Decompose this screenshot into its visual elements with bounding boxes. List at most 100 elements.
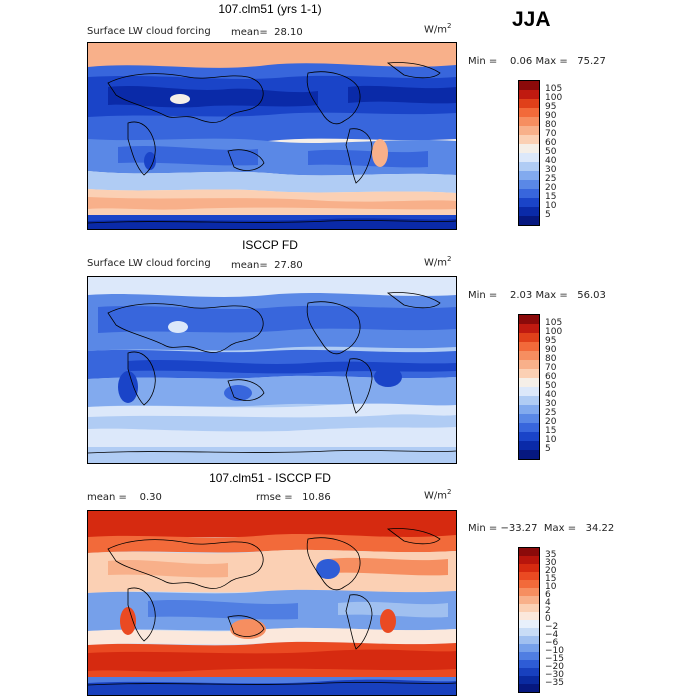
colorbar-swatch xyxy=(519,636,539,645)
colorbar-swatch xyxy=(519,180,539,190)
colorbar-tick-label: 15 xyxy=(545,426,557,436)
colorbar-swatch xyxy=(519,644,539,653)
colorbar-tick-label: 100 xyxy=(545,327,563,337)
colorbar-swatch xyxy=(519,90,539,100)
colorbar-tick-label: −6 xyxy=(545,638,559,648)
panel-2-map-svg xyxy=(88,277,456,463)
panel-3-minmax: Min = −33.27 Max = 34.22 xyxy=(468,523,615,534)
colorbar-tick-label: 95 xyxy=(545,336,557,346)
colorbar-swatch xyxy=(519,423,539,433)
colorbar-tick-label: 25 xyxy=(545,174,557,184)
panel-2-map xyxy=(87,276,457,464)
colorbar-tick-label: −20 xyxy=(545,662,564,672)
colorbar-tick-label: 90 xyxy=(545,345,557,355)
panel-2-title: ISCCP FD xyxy=(242,238,298,252)
colorbar-tick-label: −4 xyxy=(545,630,559,640)
colorbar-swatch xyxy=(519,612,539,621)
colorbar-tick-label: 70 xyxy=(545,363,557,373)
colorbar-tick-label: 20 xyxy=(545,183,557,193)
panel-1-mean-label: mean= 28.10 xyxy=(231,27,303,38)
colorbar-tick-label: 15 xyxy=(545,192,557,202)
colorbar-swatch xyxy=(519,171,539,181)
colorbar-tick-label: −2 xyxy=(545,622,559,632)
colorbar-swatch xyxy=(519,333,539,343)
colorbar-tick-label: 80 xyxy=(545,354,557,364)
panel-3-map-svg xyxy=(88,511,456,695)
colorbar-tick-label: 40 xyxy=(545,390,557,400)
colorbar-tick-label: 30 xyxy=(545,399,557,409)
colorbar-swatch xyxy=(519,556,539,565)
panel-1-minmax: Min = 0.06 Max = 75.27 xyxy=(468,56,606,67)
panel-3-colorbar-svg xyxy=(519,548,539,693)
colorbar-swatch xyxy=(519,668,539,677)
colorbar-swatch xyxy=(519,324,539,334)
colorbar-tick-label: 50 xyxy=(545,147,557,157)
colorbar-swatch xyxy=(519,588,539,597)
colorbar-tick-label: 40 xyxy=(545,156,557,166)
colorbar-swatch xyxy=(519,604,539,613)
panel-1-colorbar xyxy=(518,80,540,226)
colorbar-tick-label: 70 xyxy=(545,129,557,139)
colorbar-swatch xyxy=(519,207,539,217)
colorbar-tick-label: 2 xyxy=(545,606,551,616)
colorbar-swatch xyxy=(519,396,539,406)
colorbar-swatch xyxy=(519,414,539,424)
colorbar-swatch xyxy=(519,405,539,415)
colorbar-tick-label: 35 xyxy=(545,550,557,560)
colorbar-tick-label: −15 xyxy=(545,654,564,664)
colorbar-tick-label: 10 xyxy=(545,435,557,445)
panel-3-colorbar xyxy=(518,547,540,693)
colorbar-swatch xyxy=(519,189,539,199)
colorbar-tick-label: 5 xyxy=(545,444,551,454)
colorbar-swatch xyxy=(519,135,539,145)
colorbar-swatch xyxy=(519,315,539,325)
panel-3-mean-label: mean = 0.30 xyxy=(87,492,162,503)
colorbar-tick-label: 25 xyxy=(545,408,557,418)
colorbar-tick-label: 20 xyxy=(545,566,557,576)
colorbar-swatch xyxy=(519,684,539,693)
colorbar-swatch xyxy=(519,144,539,154)
colorbar-tick-label: 6 xyxy=(545,590,551,600)
colorbar-tick-label: 90 xyxy=(545,111,557,121)
panel-1-colorbar-svg xyxy=(519,81,539,226)
panel-3-rmse-label: rmse = 10.86 xyxy=(256,492,331,503)
colorbar-tick-label: 15 xyxy=(545,574,557,584)
colorbar-tick-label: 0 xyxy=(545,614,551,624)
colorbar-swatch xyxy=(519,126,539,136)
colorbar-tick-label: 100 xyxy=(545,93,563,103)
colorbar-tick-label: 10 xyxy=(545,582,557,592)
panel-2-colorbar xyxy=(518,314,540,460)
colorbar-swatch xyxy=(519,628,539,637)
colorbar-swatch xyxy=(519,117,539,127)
panel-2-units: W/m2 xyxy=(424,255,452,269)
colorbar-tick-label: 60 xyxy=(545,138,557,148)
colorbar-swatch xyxy=(519,216,539,226)
colorbar-swatch xyxy=(519,660,539,669)
panel-1-title: 107.clm51 (yrs 1-1) xyxy=(218,2,322,16)
panel-1-map xyxy=(87,42,457,230)
colorbar-tick-label: −30 xyxy=(545,670,564,680)
panel-3-units: W/m2 xyxy=(424,488,452,502)
colorbar-tick-label: 10 xyxy=(545,201,557,211)
colorbar-swatch xyxy=(519,441,539,451)
colorbar-swatch xyxy=(519,387,539,397)
colorbar-swatch xyxy=(519,676,539,685)
colorbar-tick-label: 50 xyxy=(545,381,557,391)
colorbar-swatch xyxy=(519,572,539,581)
colorbar-tick-label: 30 xyxy=(545,558,557,568)
colorbar-swatch xyxy=(519,351,539,361)
colorbar-swatch xyxy=(519,378,539,388)
panel-1-variable-label: Surface LW cloud forcing xyxy=(87,26,211,37)
colorbar-swatch xyxy=(519,580,539,589)
colorbar-swatch xyxy=(519,162,539,172)
colorbar-swatch xyxy=(519,564,539,573)
panel-1-units: W/m2 xyxy=(424,22,452,36)
colorbar-swatch xyxy=(519,548,539,557)
colorbar-tick-label: 60 xyxy=(545,372,557,382)
colorbar-tick-label: 80 xyxy=(545,120,557,130)
panel-2-colorbar-svg xyxy=(519,315,539,460)
colorbar-tick-label: 30 xyxy=(545,165,557,175)
panel-3-title: 107.clm51 - ISCCP FD xyxy=(209,471,331,485)
colorbar-tick-label: −35 xyxy=(545,678,564,688)
